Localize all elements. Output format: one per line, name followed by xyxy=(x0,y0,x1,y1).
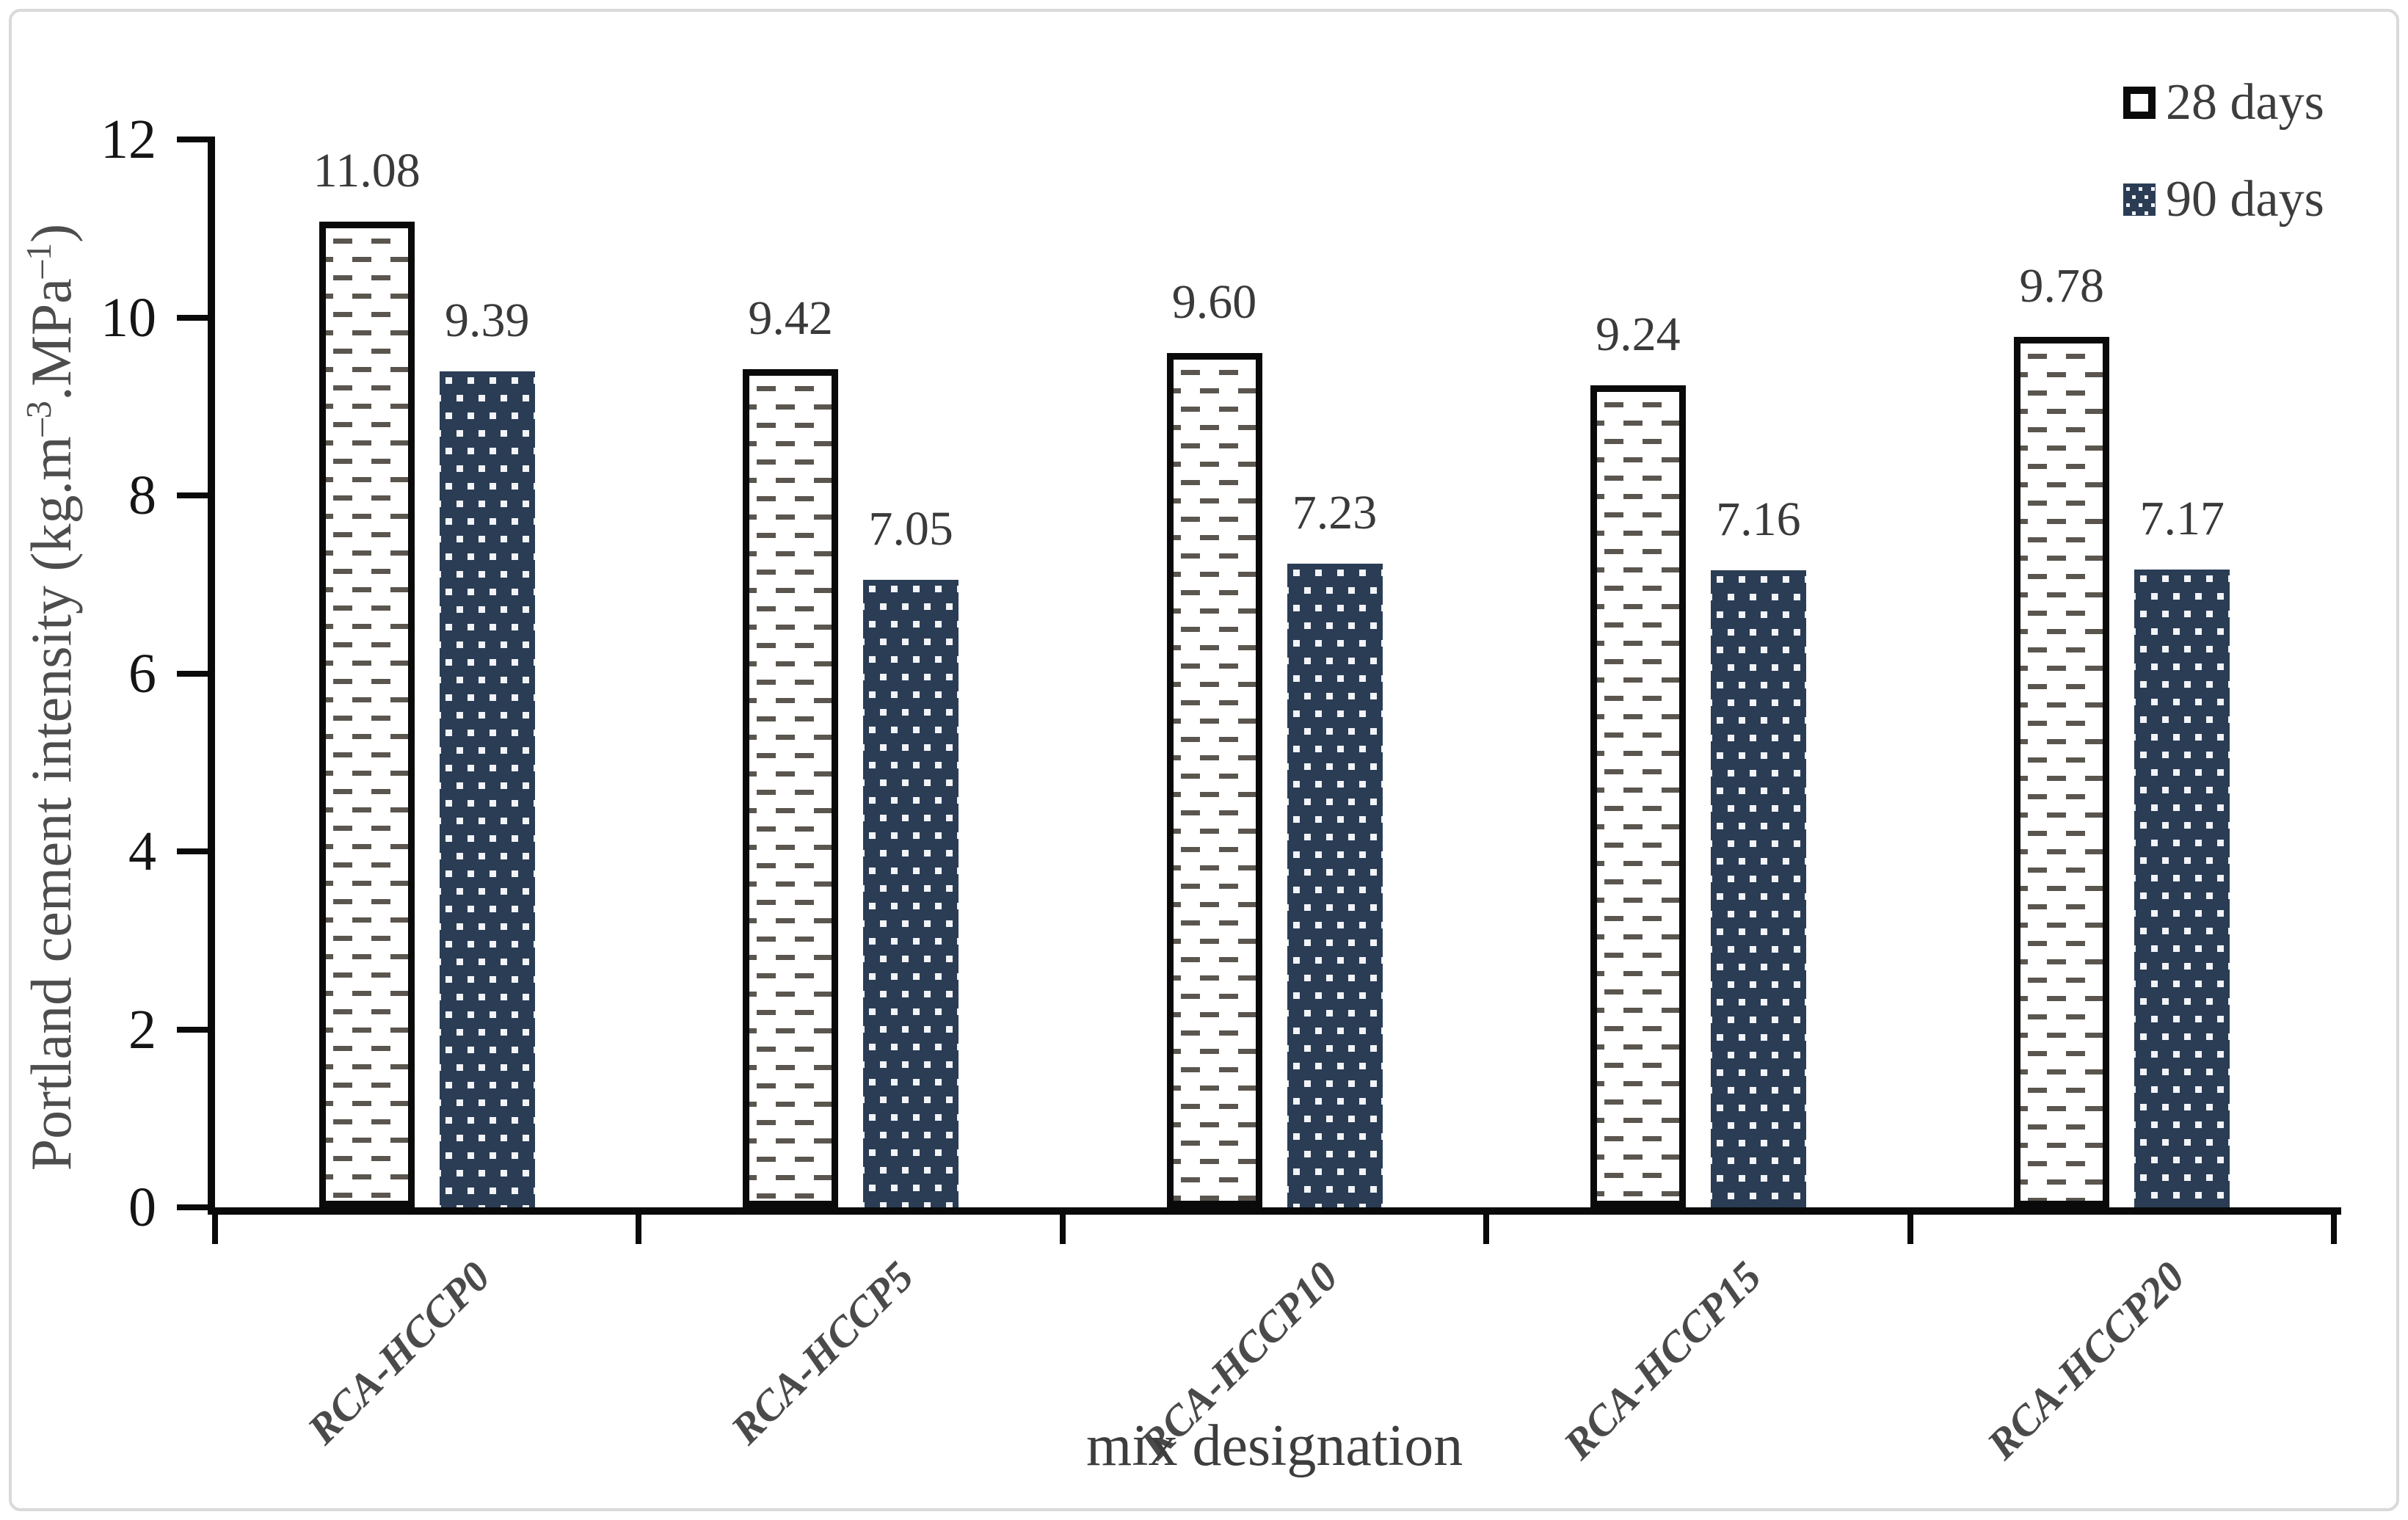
y-axis-tick xyxy=(177,137,215,142)
y-axis-tick xyxy=(177,1204,215,1210)
legend-item-90-days: 90 days xyxy=(2123,174,2324,225)
bar-value-label: 7.23 xyxy=(1292,486,1378,540)
x-axis-tick xyxy=(212,1212,218,1244)
bar-28days-RCA-HCCP0 xyxy=(319,221,415,1207)
bar-value-label: 7.16 xyxy=(1716,492,1801,546)
y-axis-tick-label: 2 xyxy=(128,998,156,1061)
legend-label-28-days: 28 days xyxy=(2166,74,2324,131)
y-axis-title-suffix: ) xyxy=(19,223,83,243)
y-axis-title-text: Portland cement intensity (kg.m xyxy=(19,436,83,1171)
y-axis-tick xyxy=(177,314,215,321)
bar-value-label: 9.78 xyxy=(2019,259,2105,313)
y-axis-title-sup-1: –3 xyxy=(20,401,59,437)
bar-90days-RCA-HCCP10 xyxy=(1287,564,1383,1207)
legend-swatch-90-days xyxy=(2123,183,2156,216)
bar-value-label: 7.05 xyxy=(868,502,953,556)
x-axis-tick xyxy=(1907,1212,1913,1244)
x-axis-tick xyxy=(1059,1212,1066,1244)
x-axis-title: mix designation xyxy=(1086,1414,1463,1478)
bar-value-label: 11.08 xyxy=(313,143,421,197)
y-axis-tick-label: 10 xyxy=(101,286,156,349)
y-axis-tick-label: 12 xyxy=(101,109,156,170)
y-axis-tick xyxy=(177,848,215,854)
y-axis-title-mid: .MPa xyxy=(19,278,83,401)
bar-28days-RCA-HCCP5 xyxy=(743,368,839,1207)
bar-value-label: 9.60 xyxy=(1171,275,1257,329)
legend-swatch-28-days xyxy=(2123,87,2156,119)
y-axis-title-sup-2: –1 xyxy=(20,242,59,279)
x-axis-tick xyxy=(1483,1212,1490,1244)
x-axis-tick xyxy=(636,1212,642,1244)
bar-90days-RCA-HCCP15 xyxy=(1710,570,1806,1207)
bar-value-label: 7.17 xyxy=(2139,491,2225,545)
y-axis-tick xyxy=(177,492,215,498)
y-axis-tick xyxy=(177,670,215,677)
bar-90days-RCA-HCCP5 xyxy=(863,580,959,1207)
legend: 28 days 90 days xyxy=(2123,77,2324,271)
y-axis-tick-label: 0 xyxy=(128,1177,156,1238)
y-axis-tick-label: 6 xyxy=(128,642,156,705)
y-axis-tick-label: 4 xyxy=(128,821,156,882)
y-axis-tick xyxy=(177,1026,215,1033)
x-axis-line xyxy=(208,1207,2341,1215)
plot-area: 0 2 4 6 8 10 12 11.08 9.39 RCA-HCCP0 9.42 7.05 RCA-H… xyxy=(101,112,2341,1469)
y-axis-title: Portland cement intensity (kg.m–3.MPa–1) xyxy=(19,223,83,1171)
x-axis-tick xyxy=(2331,1212,2337,1244)
bar-value-label: 9.42 xyxy=(748,291,833,345)
bar-28days-RCA-HCCP15 xyxy=(1590,385,1686,1207)
bar-value-label: 9.24 xyxy=(1596,307,1681,361)
bar-value-label: 9.39 xyxy=(444,294,530,348)
legend-label-90-days: 90 days xyxy=(2166,171,2324,228)
legend-item-28-days: 28 days xyxy=(2123,77,2324,128)
y-axis-tick-label: 8 xyxy=(128,465,156,526)
bar-90days-RCA-HCCP0 xyxy=(439,371,535,1207)
bar-90days-RCA-HCCP20 xyxy=(2134,569,2230,1207)
bar-28days-RCA-HCCP20 xyxy=(2014,337,2110,1207)
bar-28days-RCA-HCCP10 xyxy=(1166,353,1262,1207)
